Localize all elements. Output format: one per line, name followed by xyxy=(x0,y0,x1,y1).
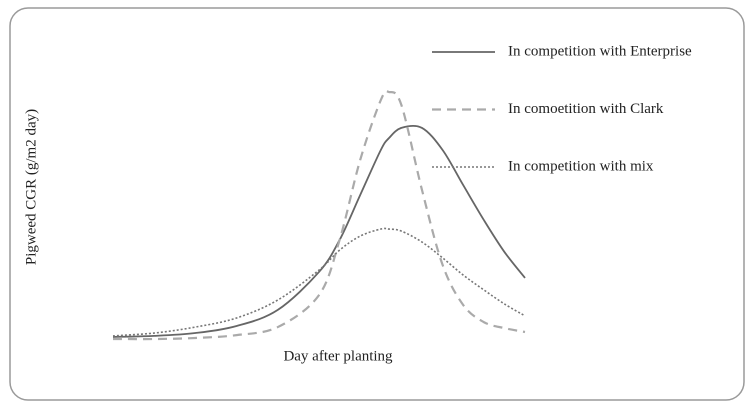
line-series xyxy=(112,90,526,341)
line-series xyxy=(112,124,526,338)
legend-label: In competition with mix xyxy=(508,158,654,174)
legend-label: In competition with Enterprise xyxy=(508,43,692,59)
legend-label: In comoetition with Clark xyxy=(508,101,664,117)
line-series xyxy=(112,227,526,337)
frame xyxy=(9,7,745,401)
x-axis-label: Day after planting xyxy=(283,348,393,364)
y-axis-label: Pigweed CGR (g/m2 day) xyxy=(23,109,39,265)
